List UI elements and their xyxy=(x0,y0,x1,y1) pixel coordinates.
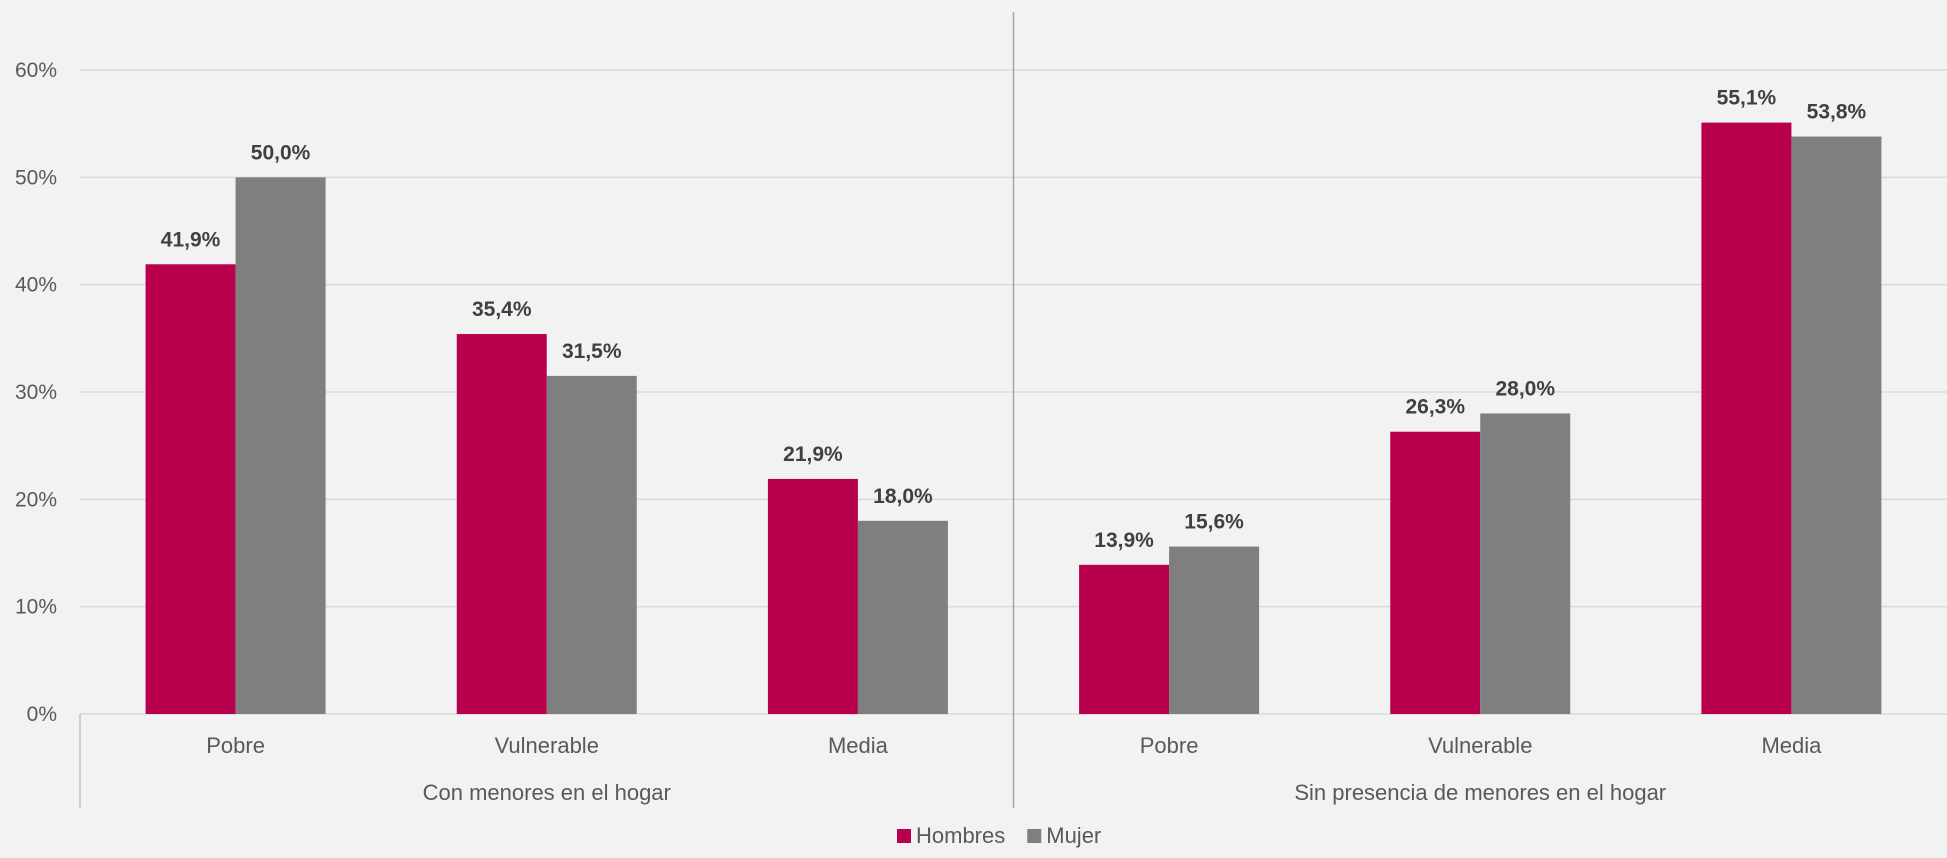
y-tick-label: 60% xyxy=(15,59,57,82)
x-tick-label: Pobre xyxy=(1140,733,1199,758)
bar xyxy=(1390,431,1481,714)
y-tick-label: 10% xyxy=(15,596,57,619)
x-tick-label: Media xyxy=(828,733,889,758)
y-tick-label: 50% xyxy=(15,166,57,189)
legend-entry: Mujer xyxy=(1046,823,1101,848)
data-label: 18,0% xyxy=(873,485,933,508)
x-tick-label: Vulnerable xyxy=(1428,733,1532,758)
data-label: 35,4% xyxy=(472,298,532,321)
legend-entry: Hombres xyxy=(916,823,1005,848)
data-labels: 41,9% 35,4% 21,9% 13,9% 26,3% 55,1% 50,0% 31,5%… xyxy=(161,87,1867,552)
data-label: 13,9% xyxy=(1094,529,1154,552)
bar xyxy=(1791,136,1882,715)
data-label: 53,8% xyxy=(1807,101,1867,124)
data-label: 26,3% xyxy=(1405,396,1465,419)
bar xyxy=(1480,413,1571,714)
y-tick-label: 40% xyxy=(15,274,57,297)
data-label: 21,9% xyxy=(783,443,843,466)
data-label: 31,5% xyxy=(562,340,622,363)
legend-swatch xyxy=(897,829,911,843)
bar xyxy=(1079,564,1170,714)
y-tick-label: 0% xyxy=(27,703,57,726)
data-label: 55,1% xyxy=(1717,87,1777,110)
y-tick-label: 20% xyxy=(15,488,57,511)
x-tick-label: Vulnerable xyxy=(495,733,599,758)
data-label: 15,6% xyxy=(1184,511,1244,534)
bar xyxy=(456,334,547,714)
x-tick-label: Pobre xyxy=(206,733,265,758)
axes: 0% 10% 20% 30% 40% 50% 60% Pobre Vulnerable Media… xyxy=(15,12,1947,808)
bar xyxy=(857,520,948,714)
bar xyxy=(145,264,236,714)
data-label: 50,0% xyxy=(251,141,311,164)
legend-swatch xyxy=(1027,829,1042,843)
bar xyxy=(767,478,858,714)
y-tick-label: 30% xyxy=(15,381,57,404)
bar xyxy=(1701,122,1792,715)
data-label: 28,0% xyxy=(1495,377,1555,400)
group-label: Con menores en el hogar xyxy=(423,780,671,805)
data-label: 41,9% xyxy=(161,228,221,251)
bar xyxy=(546,375,637,714)
bars xyxy=(145,122,1882,715)
bar xyxy=(235,177,326,715)
x-tick-label: Media xyxy=(1761,733,1822,758)
group-label: Sin presencia de menores en el hogar xyxy=(1294,780,1666,805)
bar xyxy=(1169,546,1260,714)
legend: Hombres Mujer xyxy=(897,823,1101,848)
